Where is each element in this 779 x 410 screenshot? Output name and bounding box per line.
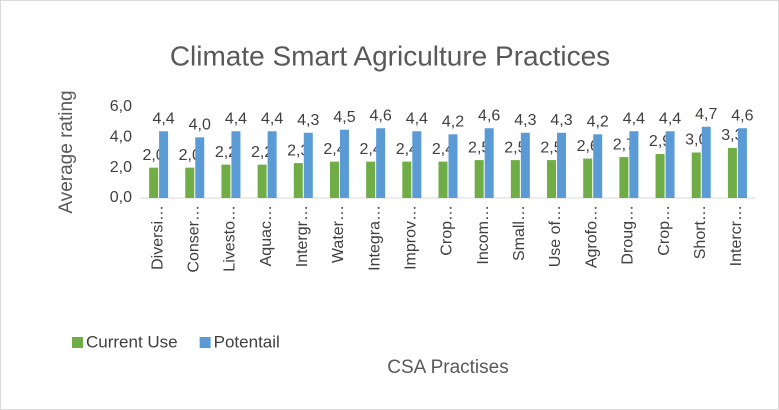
bar: [484, 128, 494, 198]
y-tick-label: 2,0: [110, 159, 132, 176]
y-tick-label: 4,0: [110, 129, 132, 146]
x-tick-label: Livesto…: [222, 205, 239, 272]
y-tick-label: 0,0: [110, 189, 132, 206]
bar: [257, 164, 267, 198]
data-label: 4,6: [478, 107, 500, 124]
bar: [619, 157, 629, 198]
bar: [665, 131, 675, 198]
data-label: 4,4: [152, 110, 174, 127]
x-tick-label: Aquac…: [258, 205, 275, 266]
data-label: 4,4: [225, 110, 247, 127]
data-label: 4,0: [189, 117, 211, 134]
bar: [691, 152, 701, 198]
bar: [293, 163, 303, 198]
bar: [366, 161, 376, 198]
bar: [376, 128, 386, 198]
legend-swatch: [199, 337, 211, 348]
x-tick-label: Conser…: [185, 205, 202, 273]
bar: [510, 160, 520, 198]
x-tick-label: Intercr…: [728, 205, 745, 266]
chart-title: Climate Smart Agriculture Practices: [170, 40, 610, 71]
x-tick-label: Diversi…: [149, 205, 166, 270]
data-label: 4,6: [370, 107, 392, 124]
x-axis-title: CSA Practises: [387, 357, 508, 378]
data-label: 4,3: [514, 112, 536, 129]
bar: [448, 134, 458, 198]
data-label: 4,4: [659, 110, 681, 127]
bar: [149, 167, 159, 198]
bar: [583, 158, 593, 198]
bar: [737, 128, 747, 198]
bar: [557, 132, 567, 198]
bar: [593, 134, 603, 198]
bar: [303, 132, 313, 198]
bar: [438, 161, 448, 198]
bar: [655, 154, 665, 198]
legend-label: Potentail: [214, 332, 280, 351]
bar: [547, 160, 557, 198]
data-label: 4,7: [695, 106, 717, 123]
data-label: 4,4: [261, 110, 283, 127]
data-label: 4,4: [623, 110, 645, 127]
bar: [221, 164, 231, 198]
x-tick-label: Use of…: [547, 205, 564, 267]
x-tick-label: Droug…: [620, 205, 637, 265]
data-label: 4,5: [333, 109, 355, 126]
bar: [701, 126, 711, 198]
x-tick-label: Improv…: [403, 205, 420, 270]
bar: [520, 132, 530, 198]
legend-label: Current Use: [86, 332, 178, 351]
x-tick-label: Small…: [511, 205, 528, 261]
x-tick-label: Water…: [330, 205, 347, 263]
x-tick-label: Short…: [692, 205, 709, 259]
data-label: 4,3: [550, 112, 572, 129]
bar: [727, 147, 737, 198]
bar: [474, 160, 484, 198]
x-tick-label: Crop…: [439, 205, 456, 256]
data-label: 4,2: [442, 114, 464, 131]
bar: [159, 131, 169, 198]
bar: [267, 131, 277, 198]
x-tick-label: Integra…: [366, 205, 383, 271]
y-axis-title: Average rating: [56, 90, 77, 213]
bar: [329, 161, 339, 198]
x-tick-label: Crop…: [656, 205, 673, 256]
data-label: 4,6: [731, 107, 753, 124]
bar: [195, 137, 205, 198]
x-tick-label: Incom…: [475, 205, 492, 265]
data-label: 4,4: [406, 110, 428, 127]
bar: [231, 131, 241, 198]
x-tick-label: Intergr…: [294, 205, 311, 267]
bar: [629, 131, 639, 198]
bar: [402, 161, 412, 198]
x-tick-label: Agrofo…: [583, 205, 600, 268]
bar: [412, 131, 422, 198]
legend-swatch: [72, 337, 83, 348]
data-label: 4,2: [587, 114, 609, 131]
bar: [339, 129, 349, 198]
bar: [185, 167, 195, 198]
data-label: 4,3: [297, 112, 319, 129]
y-tick-label: 6,0: [110, 98, 132, 115]
